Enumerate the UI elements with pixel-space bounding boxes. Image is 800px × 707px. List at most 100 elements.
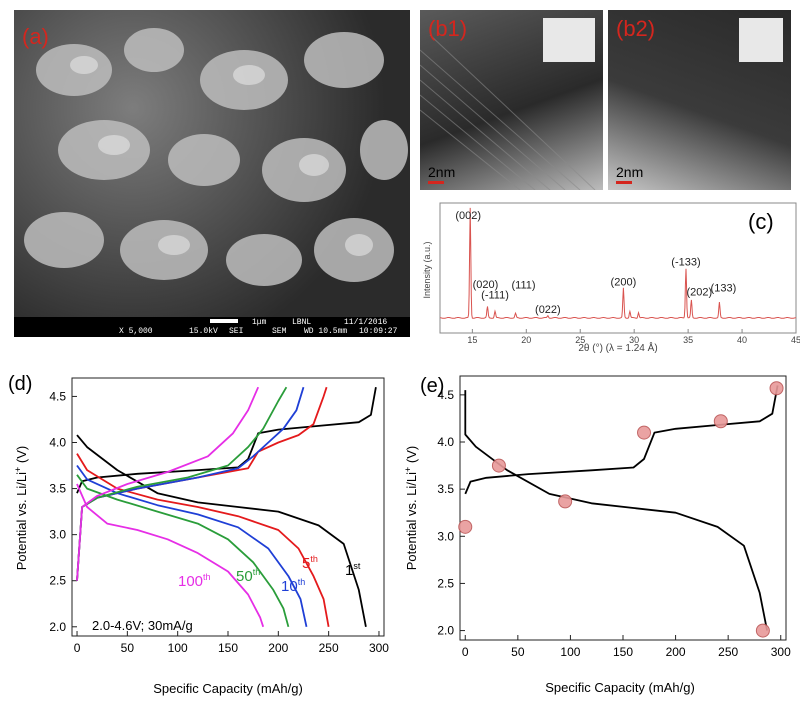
- xtick-label: 150: [218, 641, 238, 655]
- data-marker: [713, 414, 728, 429]
- ytick-label: 2.5: [437, 576, 454, 590]
- xrd-xlabel: 2θ (°) (λ = 1.24 Å): [578, 341, 657, 354]
- panel-label-b1: (b1): [428, 16, 468, 41]
- ytick-label: 2.0: [49, 620, 66, 634]
- data-marker: [458, 519, 473, 534]
- voltage-profile-chart-d: (d) 2.0-4.6V; 30mA/g 0 50 100 150 200 250 300 2…: [8, 373, 389, 696]
- panel-label-d: (d): [8, 373, 32, 395]
- chart-e-ylabel: Potential vs. Li/Li+ (V): [403, 446, 419, 571]
- panel-label-a: (a): [22, 24, 49, 49]
- sem-mag: X 5,000: [119, 327, 153, 336]
- sem-scale-bar: [210, 319, 238, 323]
- series-5th-charge: [76, 386, 328, 581]
- panel-label-c: (c): [748, 209, 774, 234]
- scale-bar-b1: [428, 181, 444, 184]
- xtick-label: 200: [268, 641, 288, 655]
- ytick-label: 4.0: [49, 436, 66, 450]
- series-1st-charge: [76, 387, 377, 494]
- xrd-xtick-label: 45: [791, 335, 800, 345]
- ytick-label: 4.5: [437, 388, 454, 402]
- series-5th-discharge: [76, 453, 330, 627]
- panel-label-b2: (b2): [616, 16, 656, 41]
- xrd-xtick-label: 40: [737, 335, 747, 345]
- xrd-peak-label: (002): [455, 210, 481, 222]
- sem-info-bar: X 5,000 15.0kV SEI 1μm SEM LBNL 11/1/201…: [14, 317, 410, 337]
- xtick-label: 0: [74, 641, 81, 655]
- ytick-label: 4.0: [437, 435, 454, 449]
- xtick-label: 250: [718, 645, 738, 659]
- xtick-label: 50: [511, 645, 525, 659]
- sem-detector: SEI: [229, 327, 244, 336]
- xrd-peak-label: (133): [711, 283, 737, 295]
- xrd-xtick-label: 15: [467, 335, 477, 345]
- ytick-label: 4.5: [49, 389, 66, 403]
- xrd-peak-label: (200): [611, 276, 637, 288]
- xrd-peak-label: (111): [511, 280, 535, 292]
- xrd-peak-label: (022): [535, 304, 561, 316]
- sem-particles: [24, 28, 408, 286]
- ytick-label: 2.5: [49, 574, 66, 588]
- series-curve-charge: [464, 385, 779, 495]
- panel-label-e: (e): [420, 375, 444, 397]
- ytick-label: 3.5: [437, 482, 454, 496]
- xrd-frame: [439, 202, 797, 334]
- sem-scale-text: 1μm: [252, 318, 267, 327]
- xtick-label: 100: [168, 641, 188, 655]
- fft-inset-b1: [543, 18, 595, 62]
- xrd-ylabel: Intensity (a.u.): [422, 241, 432, 298]
- voltage-profile-chart-e: (e) 0 50 100 150 200 250 300 2.0 2.5 3.0 3.5 4.0 4.5…: [403, 375, 791, 695]
- xtick-label: 0: [462, 645, 469, 659]
- xrd-peak-label: (202): [687, 286, 713, 298]
- sem-date: 11/1/2016: [344, 318, 388, 327]
- xrd-peak-label: (-133): [671, 257, 700, 269]
- series-1st-discharge: [76, 434, 367, 627]
- scale-bar-b2: [616, 181, 632, 184]
- tem-image-b1: (b1) 2nm: [420, 10, 603, 190]
- fft-inset-b2: [739, 18, 783, 62]
- xrd-xtick-label: 35: [683, 335, 693, 345]
- sem-image-panel: (a) X 5,000 15.0kV SEI 1μm SEM LBNL 11/1…: [14, 10, 410, 337]
- data-marker: [769, 381, 784, 396]
- lattice-fringes: [420, 34, 596, 190]
- ytick-label: 3.0: [437, 529, 454, 543]
- xrd-xtick-label: 30: [629, 335, 639, 345]
- ytick-label: 2.0: [437, 624, 454, 638]
- data-marker: [491, 458, 506, 473]
- data-marker: [637, 425, 652, 440]
- label-50th: 50th: [236, 567, 260, 585]
- ytick-label: 3.0: [49, 528, 66, 542]
- label-1st: 1st: [345, 561, 361, 579]
- chart-d-frame: [71, 377, 385, 637]
- sem-mode: SEM: [272, 327, 287, 336]
- tem-image-b2: (b2) 2nm: [608, 10, 791, 190]
- data-marker: [558, 494, 573, 509]
- chart-e-frame: [459, 375, 787, 641]
- xtick-label: 300: [771, 645, 791, 659]
- xrd-chart: (c) Intensity (a.u.) 2θ (°) (λ = 1.24 Å)…: [422, 202, 800, 354]
- ytick-label: 3.5: [49, 482, 66, 496]
- sem-instrument: LBNL: [292, 318, 312, 327]
- series-curve-discharge: [464, 390, 768, 631]
- xrd-peak-label: (-111): [481, 289, 509, 301]
- xrd-xtick-label: 25: [575, 335, 585, 345]
- xtick-label: 250: [319, 641, 339, 655]
- chart-e-xlabel: Specific Capacity (mAh/g): [545, 680, 695, 695]
- xrd-xtick-label: 20: [521, 335, 531, 345]
- data-marker: [755, 623, 770, 638]
- xrd-pattern: [439, 207, 797, 319]
- series-10th-discharge: [76, 464, 308, 627]
- xtick-label: 300: [369, 641, 389, 655]
- xtick-label: 150: [613, 645, 633, 659]
- scale-text-b1: 2nm: [428, 164, 456, 180]
- xtick-label: 100: [560, 645, 580, 659]
- label-100th: 100th: [178, 572, 211, 590]
- sem-time: 10:09:27: [359, 327, 398, 336]
- chart-d-xlabel: Specific Capacity (mAh/g): [153, 681, 303, 696]
- series-50th-discharge: [76, 474, 290, 628]
- xtick-label: 50: [121, 641, 135, 655]
- xtick-label: 200: [666, 645, 686, 659]
- sem-wd: WD 10.5mm: [304, 327, 348, 336]
- label-5th: 5th: [302, 554, 318, 572]
- chart-d-ylabel: Potential vs. Li/Li+ (V): [13, 446, 29, 571]
- label-10th: 10th: [281, 577, 305, 595]
